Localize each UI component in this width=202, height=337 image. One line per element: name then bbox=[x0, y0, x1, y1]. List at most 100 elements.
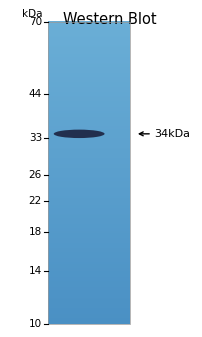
Bar bbox=[48, 115, 129, 116]
Bar bbox=[48, 212, 129, 214]
Bar bbox=[48, 304, 129, 305]
Bar bbox=[48, 93, 129, 94]
Bar bbox=[48, 303, 129, 304]
Bar bbox=[48, 88, 129, 89]
Bar bbox=[48, 184, 129, 186]
Bar bbox=[48, 190, 129, 192]
Bar bbox=[48, 92, 129, 93]
Bar bbox=[48, 154, 129, 156]
Bar bbox=[48, 268, 129, 269]
Bar bbox=[48, 197, 129, 199]
Bar bbox=[48, 155, 129, 157]
Bar bbox=[48, 270, 129, 271]
Bar bbox=[48, 294, 129, 295]
Bar bbox=[48, 256, 129, 257]
Bar bbox=[48, 65, 129, 66]
Bar bbox=[48, 62, 129, 63]
Bar bbox=[48, 315, 129, 316]
Bar bbox=[48, 243, 129, 244]
Bar bbox=[48, 103, 129, 104]
Bar bbox=[48, 317, 129, 318]
Bar bbox=[48, 208, 129, 210]
Bar bbox=[48, 148, 129, 150]
Bar bbox=[48, 186, 129, 188]
Bar bbox=[48, 204, 129, 206]
Bar bbox=[48, 166, 129, 168]
Bar bbox=[48, 201, 129, 202]
Bar bbox=[48, 297, 129, 298]
Ellipse shape bbox=[54, 130, 104, 138]
Bar bbox=[48, 106, 129, 108]
Bar bbox=[48, 179, 129, 181]
Bar bbox=[48, 48, 129, 49]
Bar bbox=[48, 152, 129, 154]
Bar bbox=[48, 288, 129, 289]
Bar bbox=[48, 261, 129, 262]
Bar bbox=[48, 205, 129, 207]
Text: 10: 10 bbox=[29, 318, 42, 329]
Bar bbox=[48, 117, 129, 118]
Text: 70: 70 bbox=[29, 17, 42, 27]
Text: 34kDa: 34kDa bbox=[153, 129, 189, 139]
Bar bbox=[48, 283, 129, 284]
Bar bbox=[48, 313, 129, 314]
Bar bbox=[48, 207, 129, 209]
Bar bbox=[48, 320, 129, 321]
Bar bbox=[48, 71, 129, 72]
Bar bbox=[48, 228, 129, 230]
Bar bbox=[48, 214, 129, 216]
Bar bbox=[48, 147, 129, 149]
Bar bbox=[48, 95, 129, 96]
Bar bbox=[48, 287, 129, 288]
Bar bbox=[48, 30, 129, 32]
Bar bbox=[48, 242, 129, 243]
Bar bbox=[48, 238, 129, 239]
Bar bbox=[48, 108, 129, 110]
Bar bbox=[48, 185, 129, 187]
Bar bbox=[48, 102, 129, 103]
Bar bbox=[48, 32, 129, 34]
Bar bbox=[48, 68, 129, 69]
Bar bbox=[48, 299, 129, 300]
Bar bbox=[48, 264, 129, 265]
Bar bbox=[48, 85, 129, 86]
Bar bbox=[48, 84, 129, 85]
Bar bbox=[48, 163, 129, 165]
Bar bbox=[48, 149, 129, 151]
Bar bbox=[48, 188, 129, 190]
Bar bbox=[48, 94, 129, 95]
Bar bbox=[48, 280, 129, 281]
Bar bbox=[48, 25, 129, 27]
Bar bbox=[48, 262, 129, 263]
Bar bbox=[48, 157, 129, 159]
Bar bbox=[48, 260, 129, 261]
Bar bbox=[48, 221, 129, 223]
Bar bbox=[48, 114, 129, 115]
Bar bbox=[48, 144, 129, 146]
Bar bbox=[48, 203, 129, 205]
Bar bbox=[48, 245, 129, 246]
Bar bbox=[48, 129, 129, 130]
Bar bbox=[48, 54, 129, 55]
Bar bbox=[48, 195, 129, 197]
Bar bbox=[48, 150, 129, 152]
Bar bbox=[48, 55, 129, 56]
Bar bbox=[48, 271, 129, 272]
Bar bbox=[48, 97, 129, 98]
Bar bbox=[48, 77, 129, 78]
Bar bbox=[48, 127, 129, 128]
Bar bbox=[48, 98, 129, 99]
Bar bbox=[48, 51, 129, 52]
Bar bbox=[48, 124, 129, 125]
Bar bbox=[48, 189, 129, 191]
Bar bbox=[48, 153, 129, 155]
Bar bbox=[48, 159, 129, 161]
Bar bbox=[48, 86, 129, 87]
Bar bbox=[48, 173, 129, 175]
Bar bbox=[48, 118, 129, 119]
Bar bbox=[48, 216, 129, 218]
Bar bbox=[48, 309, 129, 310]
Bar bbox=[48, 67, 129, 68]
Bar bbox=[48, 286, 129, 287]
Bar bbox=[48, 40, 129, 42]
